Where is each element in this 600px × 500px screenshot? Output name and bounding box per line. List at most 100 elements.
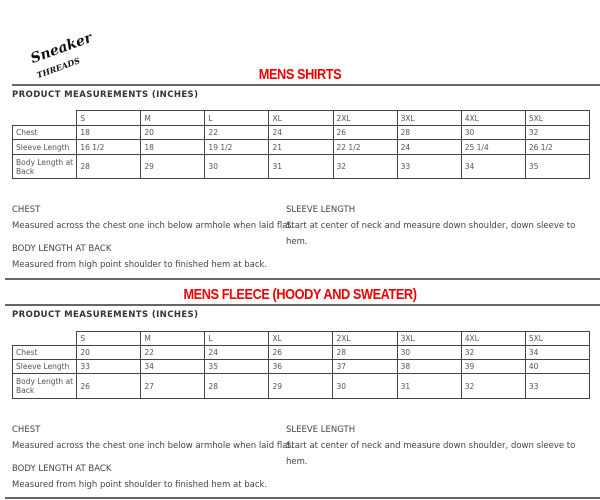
body-length-description: Measured from high point shoulder to fin… [12,480,268,490]
table-cell: 26 [268,345,334,360]
measurements-heading: PRODUCT MEASUREMENTS (INCHES) [12,310,199,320]
size-header: L [204,110,270,126]
size-header: 2XL [332,110,398,126]
table-row: Body Length at Back 26 27 28 29 30 31 32 33 [11,373,591,399]
table-cell: 20 [76,345,142,360]
sleeve-length-description: Start at center of neck and measure down… [286,221,576,231]
table-cell: 37 [332,359,398,374]
size-header: M [140,110,206,126]
size-header: L [204,331,270,346]
sleeve-length-heading: SLEEVE LENGTH [286,205,356,215]
table-cell: 24 [204,345,270,360]
measurements-heading: PRODUCT MEASUREMENTS (INCHES) [12,90,199,100]
row-label: Sleeve Length [11,359,78,374]
table-row: Body Length at Back 28 29 30 31 32 33 34 35 [11,154,591,179]
size-header: 3XL [396,331,462,346]
chest-description: Measured across the chest one inch below… [12,221,294,231]
size-header: S [76,331,142,346]
table-cell: 31 [396,373,462,399]
chest-heading: CHEST [12,425,41,435]
size-table: S M L XL 2XL 3XL 4XL 5XL Chest 18 20 22 24 26 28 30 32 Sl… [11,110,591,179]
table-cell: 22 1/2 [332,139,398,155]
table-cell: 24 [268,125,334,140]
table-cell: 24 [396,139,462,155]
chest-description: Measured across the chest one inch below… [12,441,294,451]
size-header: 4XL [460,331,526,346]
table-cell: 28 [76,154,142,179]
body-length-description: Measured from high point shoulder to fin… [12,260,268,270]
table-cell: 34 [524,345,591,360]
sleeve-length-description: Start at center of neck and measure down… [286,441,576,451]
sleeve-length-description-cont: hem. [286,237,308,247]
size-header: M [140,331,206,346]
table-row: Sleeve Length 33 34 35 36 37 38 39 40 [11,359,591,374]
divider [5,278,600,280]
table-cell: 33 [524,373,591,399]
table-cell: 39 [460,359,526,374]
table-row: Sleeve Length 16 1/2 18 19 1/2 21 22 1/2 24 25 … [11,139,591,155]
size-table: S M L XL 2XL 3XL 4XL 5XL Chest 20 22 24 26 28 30 32 34 Sl… [11,331,591,399]
table-cell: 26 [332,125,398,140]
table-header-row: S M L XL 2XL 3XL 4XL 5XL [12,110,591,126]
table-cell: 29 [268,373,334,399]
size-header: 3XL [396,110,462,126]
size-header: 2XL [332,331,398,346]
table-cell: 28 [396,125,462,140]
table-cell: 30 [396,345,462,360]
table-cell: 35 [524,154,591,179]
size-header: 5XL [524,331,591,346]
table-cell: 29 [140,154,206,179]
chest-heading: CHEST [12,205,41,215]
section-title: MENS SHIRTS [258,66,342,83]
table-cell: 32 [460,373,526,399]
row-label: Chest [11,125,78,140]
body-length-heading: BODY LENGTH AT BACK [12,244,112,254]
table-cell: 26 [76,373,142,399]
table-cell: 16 1/2 [76,139,142,155]
table-cell: 18 [140,139,206,155]
row-label: Body Length at Back [11,373,78,399]
body-length-heading: BODY LENGTH AT BACK [12,464,112,474]
row-label: Body Length at Back [11,154,78,179]
size-header: 4XL [460,110,526,126]
table-cell: 26 1/2 [524,139,591,155]
table-cell: 31 [268,154,334,179]
section-title: MENS FLEECE (HOODY AND SWEATER) [183,286,417,303]
table-cell: 33 [396,154,462,179]
table-cell: 30 [204,154,270,179]
table-cell: 35 [204,359,270,374]
table-cell: 25 1/4 [460,139,526,155]
size-header: XL [268,110,334,126]
table-cell: 32 [460,345,526,360]
size-header: 5XL [524,110,591,126]
table-cell: 33 [76,359,142,374]
row-label: Sleeve Length [11,139,78,155]
divider [5,497,600,499]
table-cell: 22 [204,125,270,140]
table-cell: 40 [524,359,591,374]
table-cell: 18 [76,125,142,140]
sleeve-length-heading: SLEEVE LENGTH [286,425,356,435]
table-cell: 34 [460,154,526,179]
divider [12,84,600,86]
table-cell: 19 1/2 [204,139,270,155]
table-cell: 30 [460,125,526,140]
table-cell: 36 [268,359,334,374]
table-row: Chest 18 20 22 24 26 28 30 32 [11,125,591,140]
table-cell: 27 [140,373,206,399]
table-cell: 28 [204,373,270,399]
size-header: XL [268,331,334,346]
table-row: Chest 20 22 24 26 28 30 32 34 [11,345,591,360]
table-cell: 20 [140,125,206,140]
table-header-row: S M L XL 2XL 3XL 4XL 5XL [12,331,591,346]
size-header: S [76,110,142,126]
divider [5,304,600,306]
sleeve-length-description-cont: hem. [286,457,308,467]
table-cell: 22 [140,345,206,360]
table-cell: 32 [332,154,398,179]
row-label: Chest [11,345,78,360]
table-cell: 21 [268,139,334,155]
table-cell: 32 [524,125,591,140]
table-cell: 30 [332,373,398,399]
table-cell: 34 [140,359,206,374]
